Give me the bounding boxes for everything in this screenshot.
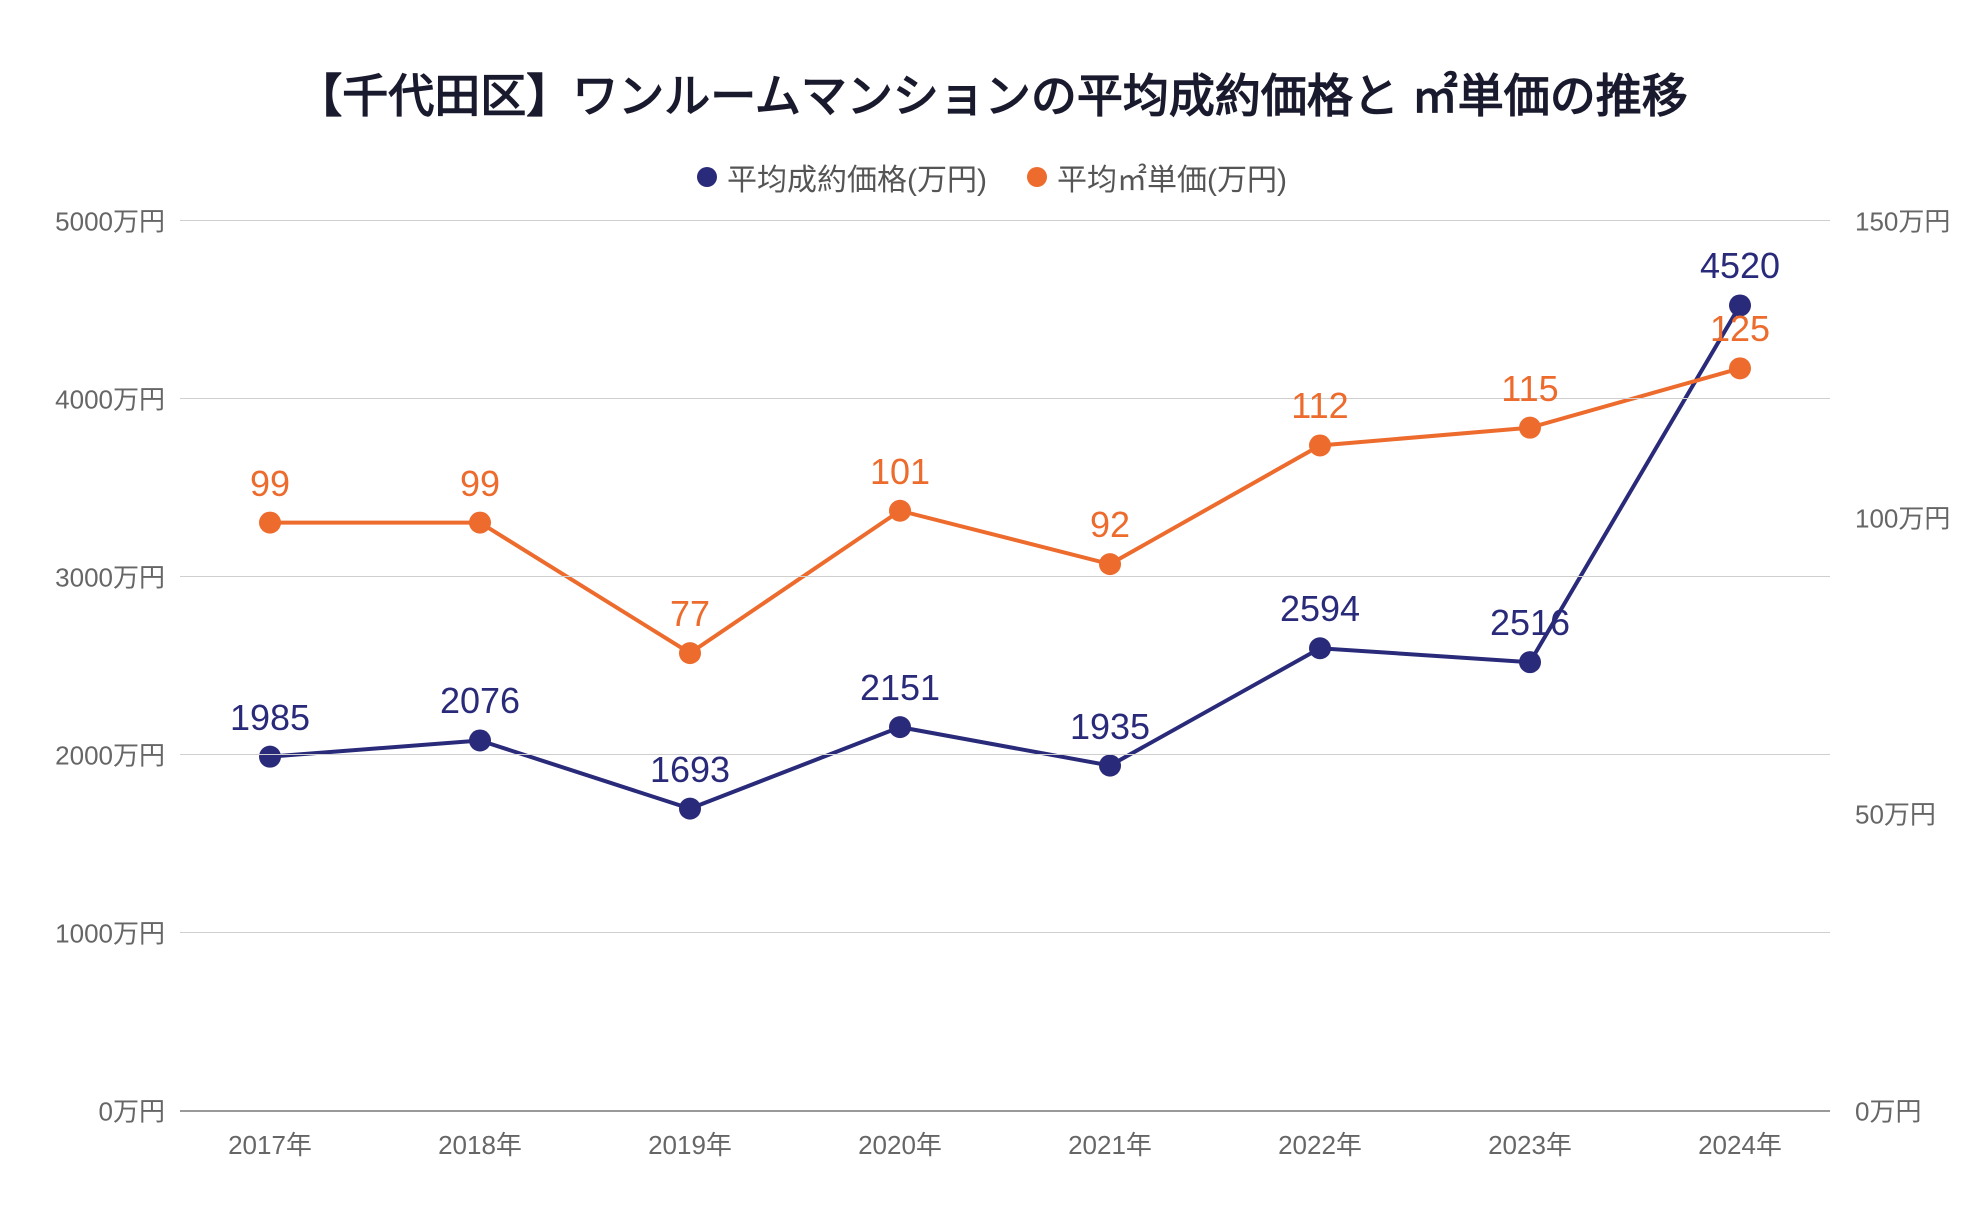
data-label: 2516 [1490,602,1570,644]
data-point [1099,553,1121,575]
data-label: 1985 [230,697,310,739]
x-axis-tick: 2018年 [438,1110,522,1162]
legend-item: 平均㎡単価(万円) [1027,155,1287,199]
gridline [180,754,1830,755]
data-label: 92 [1090,504,1130,546]
data-point [1309,434,1331,456]
data-label: 1935 [1070,706,1150,748]
x-axis-tick: 2019年 [648,1110,732,1162]
y-axis-left-tick: 3000万円 [55,558,180,595]
data-point [1519,651,1541,673]
data-label: 115 [1501,368,1558,410]
data-label: 99 [460,463,500,505]
data-label: 112 [1291,385,1348,427]
data-point [469,512,491,534]
y-axis-right-tick: 100万円 [1830,498,1950,535]
legend-item: 平均成約価格(万円) [697,155,987,199]
data-label: 2594 [1280,588,1360,630]
data-point [259,746,281,768]
x-axis-tick: 2024年 [1698,1110,1782,1162]
data-point [469,729,491,751]
plot-area: 0万円1000万円2000万円3000万円4000万円5000万円0万円50万円… [180,220,1830,1110]
data-label: 2151 [860,667,940,709]
data-point [1519,417,1541,439]
y-axis-left-tick: 2000万円 [55,736,180,773]
data-label: 99 [250,463,290,505]
data-point [1099,755,1121,777]
data-point [259,512,281,534]
legend-label: 平均成約価格(万円) [727,155,987,199]
chart-container: 【千代田区】ワンルームマンションの平均成約価格と ㎡単価の推移 平均成約価格(万… [0,0,1984,1228]
data-label: 101 [870,451,930,493]
x-axis-tick: 2020年 [858,1110,942,1162]
gridline [180,398,1830,399]
data-label: 2076 [440,680,520,722]
data-label: 125 [1710,308,1770,350]
gridline [180,1110,1830,1112]
data-label: 1693 [650,749,730,791]
x-axis-tick: 2017年 [228,1110,312,1162]
y-axis-left-tick: 1000万円 [55,914,180,951]
legend-dot-icon [697,167,717,187]
legend-dot-icon [1027,167,1047,187]
gridline [180,576,1830,577]
data-point [889,716,911,738]
y-axis-left-tick: 0万円 [99,1092,180,1129]
data-point [1309,637,1331,659]
legend: 平均成約価格(万円) 平均㎡単価(万円) [0,155,1984,199]
x-axis-tick: 2022年 [1278,1110,1362,1162]
data-label: 4520 [1700,245,1780,287]
data-point [679,642,701,664]
y-axis-left-tick: 4000万円 [55,380,180,417]
data-label: 77 [670,593,710,635]
legend-label: 平均㎡単価(万円) [1057,155,1287,199]
data-point [679,798,701,820]
y-axis-right-tick: 150万円 [1830,202,1950,239]
y-axis-right-tick: 0万円 [1830,1092,1921,1129]
data-point [889,500,911,522]
y-axis-right-tick: 50万円 [1830,795,1936,832]
chart-title: 【千代田区】ワンルームマンションの平均成約価格と ㎡単価の推移 [0,60,1984,126]
gridline [180,932,1830,933]
x-axis-tick: 2021年 [1068,1110,1152,1162]
data-point [1729,357,1751,379]
chart-svg [180,220,1830,1110]
y-axis-left-tick: 5000万円 [55,202,180,239]
gridline [180,220,1830,221]
x-axis-tick: 2023年 [1488,1110,1572,1162]
